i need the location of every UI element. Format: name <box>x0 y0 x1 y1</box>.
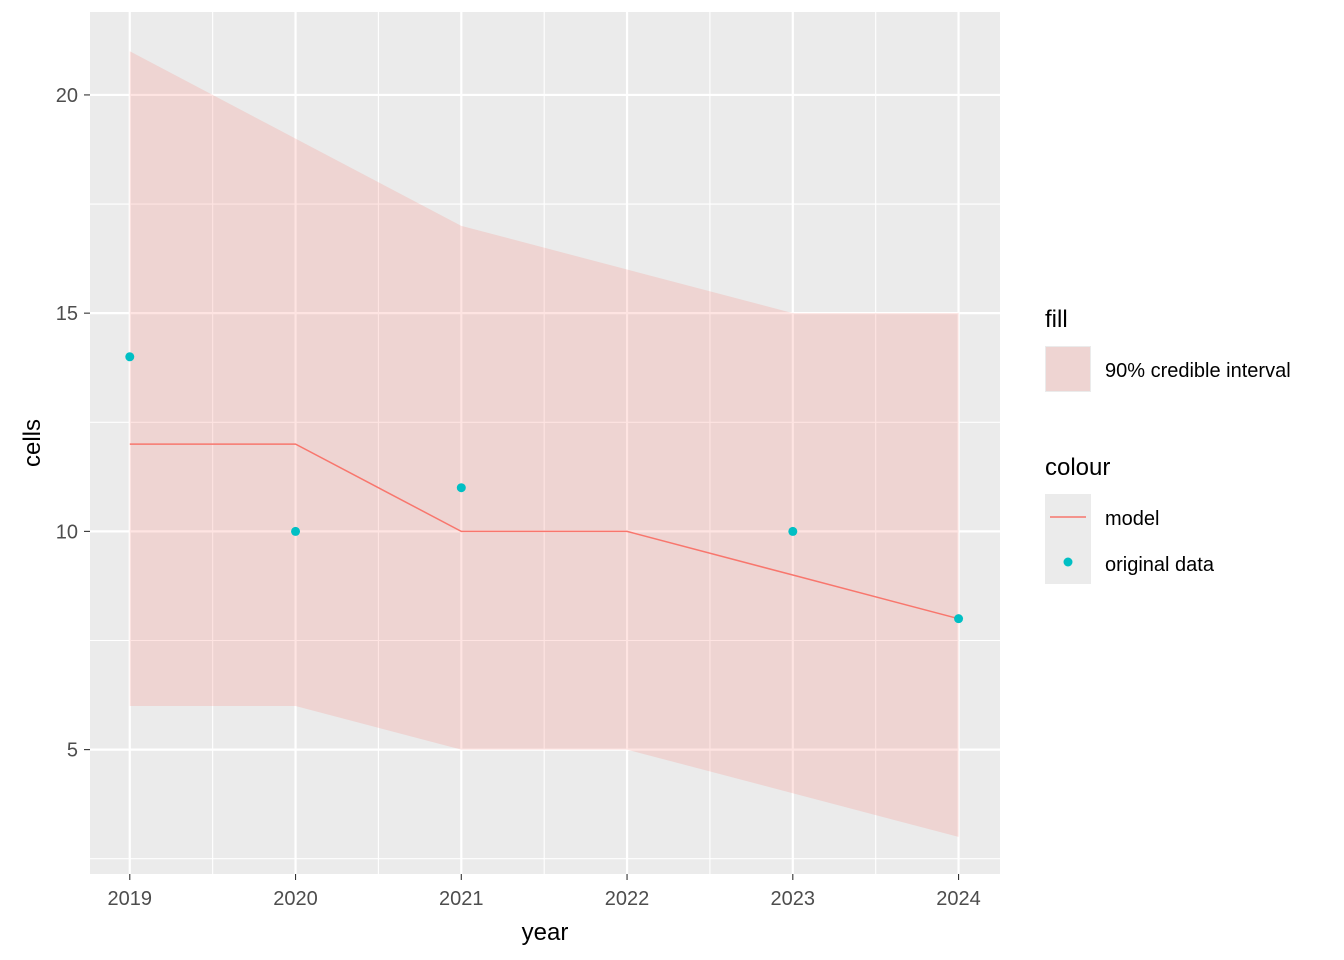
legend-item-credible-interval: 90% credible interval <box>1105 360 1291 382</box>
plot-panel <box>90 12 1000 874</box>
x-tick-label: 2022 <box>605 888 650 910</box>
credible-interval-ribbon <box>129 51 959 837</box>
y-tick-label: 5 <box>67 740 78 762</box>
y-axis: 5 10 15 20 <box>56 85 90 762</box>
data-point <box>125 352 135 362</box>
y-tick-label: 15 <box>56 303 78 325</box>
x-axis-title: year <box>522 919 569 946</box>
legend-colour-title: colour <box>1045 454 1110 481</box>
model-line <box>129 443 959 620</box>
x-tick-label: 2021 <box>439 888 484 910</box>
legend-item-original-data: original data <box>1105 554 1215 576</box>
y-tick-label: 20 <box>56 85 78 107</box>
x-tick-label: 2019 <box>108 888 153 910</box>
legend: fill 90% credible interval colour model … <box>1045 306 1291 584</box>
data-point <box>291 526 301 536</box>
legend-fill-key <box>1046 347 1090 391</box>
data-point <box>954 614 964 624</box>
legend-points-key <box>1063 557 1073 567</box>
x-tick-label: 2020 <box>273 888 318 910</box>
y-axis-title: cells <box>19 419 46 467</box>
legend-fill-key-bg <box>1045 346 1091 392</box>
minor-gridlines <box>90 12 1000 874</box>
data-point <box>788 526 798 536</box>
legend-colour-key-bg <box>1045 494 1091 584</box>
legend-item-model: model <box>1105 508 1159 530</box>
x-tick-label: 2023 <box>771 888 816 910</box>
original-data-points <box>125 352 964 624</box>
x-tick-label: 2024 <box>936 888 981 910</box>
x-axis: 2019 2020 2021 2022 2023 2024 <box>108 874 981 910</box>
y-tick-label: 10 <box>56 521 78 543</box>
data-point <box>456 483 466 493</box>
legend-fill-title: fill <box>1045 306 1068 333</box>
